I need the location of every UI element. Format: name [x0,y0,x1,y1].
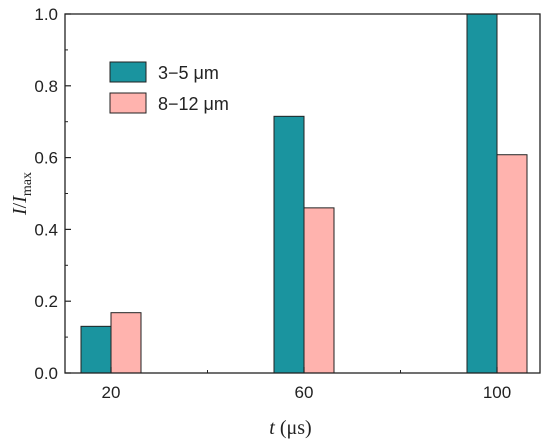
y-tick-label: 1.0 [34,5,58,24]
y-axis-label-var: I [9,207,31,216]
bar-series-1-20 [80,325,112,374]
y-tick-label: 0.0 [34,364,58,383]
legend-label-series-1: 3−5 μm [158,63,219,83]
x-axis-label: t (μs) [269,417,311,439]
x-tick-label: 60 [295,383,314,402]
bar-series-1-100 [466,13,498,374]
y-tick-label: 0.4 [34,220,58,239]
x-tick-label: 20 [102,383,121,402]
y-axis-label-sep: / [9,202,31,208]
bar-series-1-60 [273,115,305,374]
y-axis-label-sub: max [20,172,35,196]
y-tick-label: 0.2 [34,292,58,311]
y-axis-label-var2: I [9,195,31,204]
legend-swatch-series-2 [109,92,147,114]
x-tick-label: 100 [483,383,511,402]
bar-series-2-100 [496,154,528,374]
ticks-layer: 0.0 0.2 0.4 0.6 0.8 1.0 20 60 100 [34,5,511,402]
legend: 3−5 μm 8−12 μm [109,61,229,114]
x-axis-label-var: t [269,417,275,439]
bars-layer [80,13,528,374]
legend-swatch-series-1 [109,61,147,83]
bar-series-2-20 [110,312,142,374]
y-axis-label: I/Imax [9,172,35,216]
x-axis-label-unit: (μs) [275,417,312,439]
legend-label-series-2: 8−12 μm [158,94,229,114]
y-tick-label: 0.6 [34,149,58,168]
y-tick-label: 0.8 [34,77,58,96]
bar-series-2-60 [303,207,335,374]
